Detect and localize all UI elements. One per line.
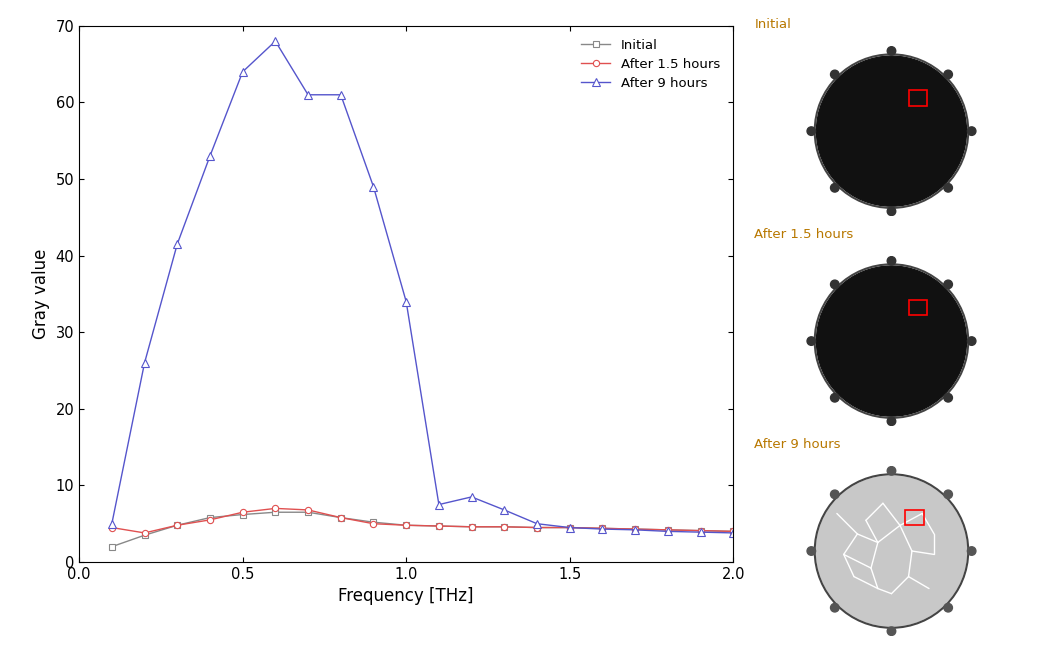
After 1.5 hours — [236, 508, 249, 516]
Text: Initial: Initial — [754, 19, 791, 32]
Text: After 9 hours: After 9 hours — [754, 439, 841, 452]
Circle shape — [944, 280, 953, 289]
Circle shape — [830, 183, 839, 192]
Line: After 1.5 hours: After 1.5 hours — [109, 505, 736, 536]
Initial — [302, 508, 314, 516]
After 9 hours — [531, 520, 543, 528]
After 1.5 hours — [400, 521, 413, 529]
Line: After 9 hours: After 9 hours — [108, 37, 737, 537]
Circle shape — [967, 337, 976, 346]
After 1.5 hours — [106, 524, 118, 532]
After 9 hours — [204, 152, 216, 160]
Circle shape — [830, 280, 839, 289]
Circle shape — [944, 603, 953, 612]
Initial — [596, 525, 609, 532]
After 9 hours — [433, 501, 445, 508]
Ellipse shape — [817, 476, 966, 626]
After 1.5 hours — [661, 526, 674, 534]
Initial — [465, 523, 478, 530]
After 9 hours — [694, 528, 707, 536]
Circle shape — [887, 256, 896, 265]
Circle shape — [887, 417, 896, 426]
After 9 hours — [106, 520, 118, 528]
Ellipse shape — [817, 266, 966, 416]
Line: Initial: Initial — [109, 509, 736, 550]
Circle shape — [807, 337, 816, 346]
After 9 hours — [596, 525, 609, 533]
After 1.5 hours — [694, 526, 707, 534]
After 1.5 hours — [629, 525, 641, 533]
Initial — [629, 525, 641, 533]
Text: After 1.5 hours: After 1.5 hours — [754, 229, 853, 242]
Circle shape — [830, 70, 839, 79]
Initial — [334, 514, 347, 521]
Legend: Initial, After 1.5 hours, After 9 hours: Initial, After 1.5 hours, After 9 hours — [575, 32, 727, 96]
After 9 hours — [563, 524, 576, 532]
Initial — [367, 518, 380, 526]
After 9 hours — [629, 526, 641, 534]
Circle shape — [887, 47, 896, 55]
Initial — [400, 521, 413, 529]
Initial — [727, 528, 740, 536]
Initial — [694, 526, 707, 534]
Y-axis label: Gray value: Gray value — [32, 249, 50, 339]
Initial — [531, 524, 543, 532]
Circle shape — [830, 603, 839, 612]
Initial — [171, 521, 184, 529]
Circle shape — [807, 547, 816, 556]
After 1.5 hours — [367, 520, 380, 528]
After 1.5 hours — [204, 516, 216, 524]
After 1.5 hours — [596, 525, 609, 532]
After 1.5 hours — [433, 522, 445, 530]
After 1.5 hours — [498, 523, 511, 530]
After 1.5 hours — [531, 524, 543, 532]
After 1.5 hours — [334, 514, 347, 521]
Initial — [661, 526, 674, 534]
After 9 hours — [465, 493, 478, 501]
X-axis label: Frequency [THz]: Frequency [THz] — [339, 587, 474, 605]
Circle shape — [944, 393, 953, 402]
After 9 hours — [302, 91, 314, 99]
After 1.5 hours — [171, 521, 184, 529]
After 9 hours — [236, 68, 249, 76]
Circle shape — [887, 207, 896, 216]
Circle shape — [830, 490, 839, 499]
After 9 hours — [269, 37, 282, 45]
Initial — [138, 531, 151, 539]
Ellipse shape — [817, 56, 966, 206]
Circle shape — [967, 547, 976, 556]
After 9 hours — [727, 529, 740, 537]
Circle shape — [807, 127, 816, 136]
Initial — [204, 514, 216, 521]
Initial — [236, 510, 249, 518]
Initial — [498, 523, 511, 530]
Circle shape — [887, 627, 896, 636]
After 1.5 hours — [138, 529, 151, 537]
Bar — [908, 90, 927, 105]
After 9 hours — [661, 528, 674, 536]
Circle shape — [830, 393, 839, 402]
Circle shape — [944, 490, 953, 499]
After 1.5 hours — [269, 505, 282, 512]
After 9 hours — [334, 91, 347, 99]
Circle shape — [887, 466, 896, 475]
Circle shape — [944, 70, 953, 79]
Initial — [269, 508, 282, 516]
After 9 hours — [498, 506, 511, 514]
Initial — [433, 522, 445, 530]
Bar — [905, 510, 924, 525]
After 9 hours — [367, 183, 380, 191]
Circle shape — [967, 127, 976, 136]
After 9 hours — [171, 240, 184, 248]
Bar — [908, 300, 927, 315]
After 1.5 hours — [563, 524, 576, 532]
After 1.5 hours — [465, 523, 478, 530]
After 1.5 hours — [727, 528, 740, 536]
Circle shape — [944, 183, 953, 192]
Initial — [106, 543, 118, 550]
After 9 hours — [400, 298, 413, 306]
After 1.5 hours — [302, 506, 314, 514]
Initial — [563, 524, 576, 532]
After 9 hours — [138, 359, 151, 367]
